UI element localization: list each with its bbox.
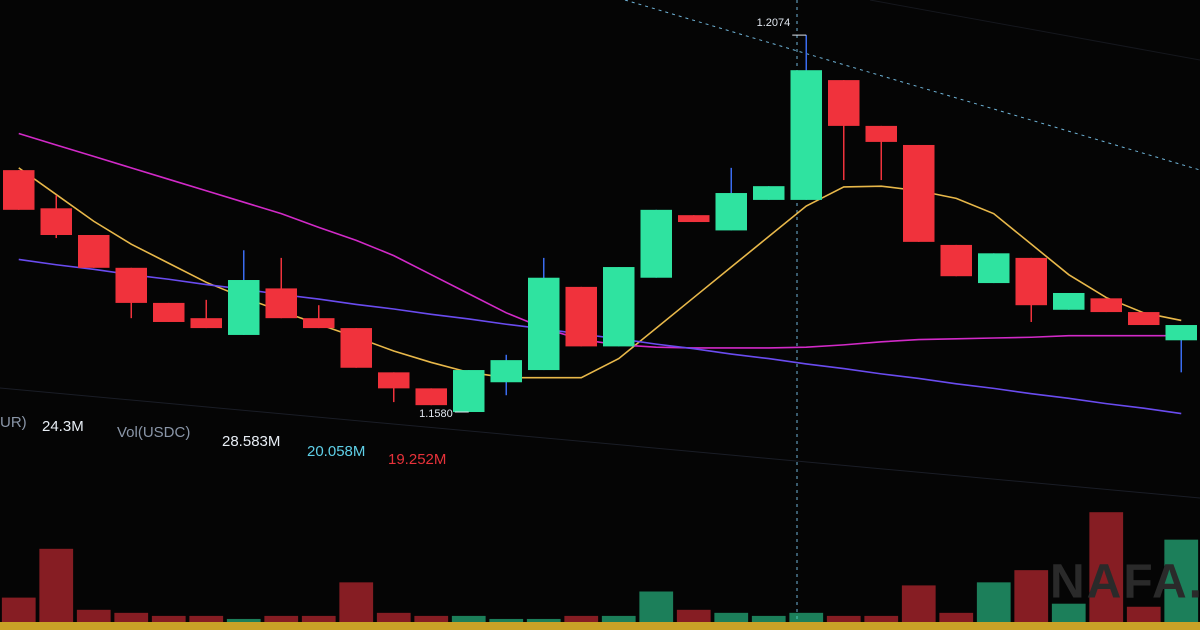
volume-bar (1089, 512, 1124, 622)
volume-bar (526, 618, 561, 622)
candle-body (978, 253, 1010, 284)
candle-body (303, 318, 335, 329)
candle-body (228, 280, 260, 335)
bottom-stripe (0, 622, 1200, 630)
candle-body (903, 144, 935, 242)
candle-body (115, 267, 147, 303)
volume-legend: UR) (0, 414, 27, 431)
candle-body (678, 215, 710, 223)
candle-body (340, 328, 372, 368)
volume-bar (1126, 606, 1161, 622)
candle-body (453, 370, 485, 413)
panel-divider (0, 387, 1200, 499)
volume-bar (451, 615, 486, 622)
candle-body (790, 70, 822, 200)
volume-bar (301, 615, 336, 622)
candle-body (940, 244, 972, 277)
volume-bar (901, 585, 936, 622)
candle-body (1015, 257, 1047, 306)
volume-legend: 19.252M (388, 451, 446, 468)
candle-body (490, 360, 522, 383)
volume-bar (976, 582, 1011, 622)
candle-body (715, 193, 747, 231)
volume-legend: 28.583M (222, 433, 280, 450)
volume-bar (864, 615, 899, 622)
candle-body (1128, 312, 1160, 326)
volume-bar (601, 615, 636, 622)
plot-area: 1.2074 1.1580 (1, 17, 1199, 622)
volume-legend: Vol(USDC) (117, 424, 190, 441)
volume-bar (151, 615, 186, 622)
candle-body (603, 267, 635, 347)
candle-body (190, 318, 222, 329)
annotation-label: 1.1580 (419, 408, 453, 420)
volume-bar (114, 612, 149, 622)
candle-body (265, 288, 297, 319)
candle-body (1053, 292, 1085, 310)
moving-average-line (18, 132, 1182, 349)
candle-body (640, 209, 672, 278)
candle-body (753, 186, 785, 200)
candle-body (415, 388, 447, 406)
candle-body (828, 80, 860, 126)
volume-legend: 24.3M (42, 418, 84, 435)
crosshair-trend (624, 0, 1200, 171)
volume-bar (39, 548, 74, 622)
volume-bar (714, 612, 749, 622)
volume-bar (1, 597, 36, 622)
moving-average-line (18, 258, 1182, 415)
candle-body (528, 277, 560, 371)
candle-body (565, 286, 597, 347)
watermark: NAFA. (1050, 556, 1200, 609)
volume-bar (1164, 539, 1199, 622)
volume-bar (564, 615, 599, 622)
volume-bar (414, 615, 449, 622)
candle-body (153, 302, 185, 322)
volume-bar (339, 582, 374, 622)
annotation-label: 1.2074 (757, 17, 791, 29)
candle-body (865, 125, 897, 142)
panel-divider (869, 0, 1200, 61)
candle-body (78, 235, 110, 268)
volume-bar (639, 591, 674, 622)
candle-body (1165, 325, 1197, 341)
volume-bar (76, 609, 111, 622)
volume-bar (1014, 570, 1049, 622)
candle-body (378, 372, 410, 389)
candle-body (1090, 298, 1122, 313)
volume-bar (676, 609, 711, 622)
volume-bar (826, 615, 861, 622)
volume-bar (376, 612, 411, 622)
volume-bar (789, 612, 824, 622)
volume-bar (939, 612, 974, 622)
volume-legend: 20.058M (307, 443, 365, 460)
volume-bar (264, 615, 299, 622)
volume-bar (489, 618, 524, 622)
volume-bar (189, 615, 224, 622)
volume-bar (226, 618, 261, 622)
candle-body (40, 208, 72, 235)
candle-body (3, 170, 35, 210)
volume-bar (751, 615, 786, 622)
volume-bar (1051, 603, 1086, 622)
